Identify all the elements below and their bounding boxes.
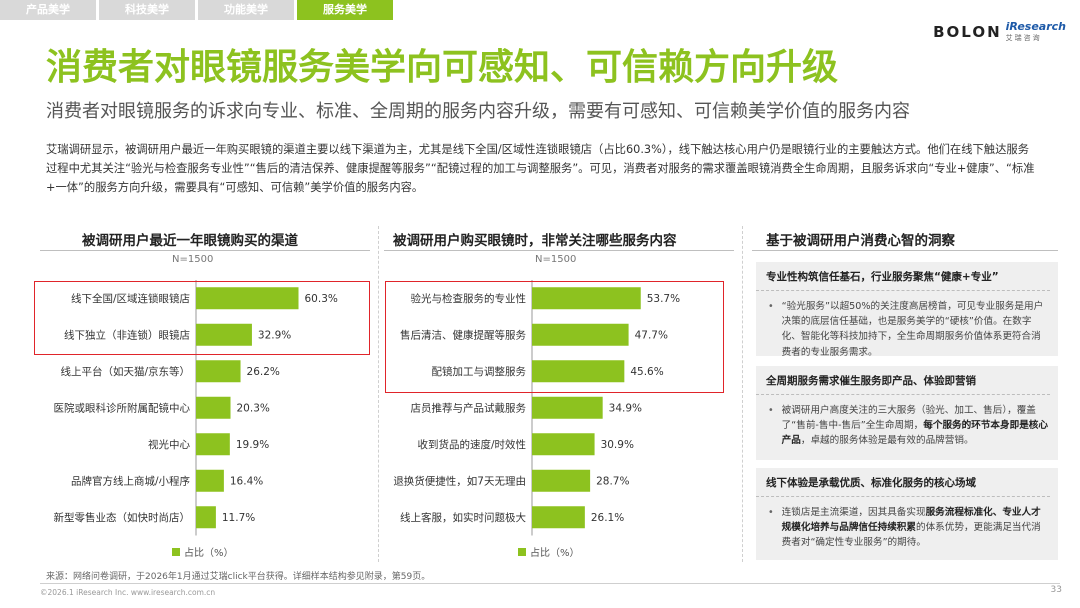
tab-product-aesthetics[interactable]: 产品美学 [0, 0, 96, 20]
chart1-bar [196, 360, 241, 383]
chart2-value-label: 45.6% [630, 366, 663, 378]
chart2-bar [532, 287, 641, 310]
chart2-legend-swatch [518, 547, 526, 556]
chart1-highlight-box [34, 281, 370, 355]
chart1-legend-swatch [172, 547, 180, 556]
chart2-category-label: 退换货便捷性，如7天无理由 [393, 474, 526, 487]
tab-function-aesthetics[interactable]: 功能美学 [198, 0, 294, 20]
insight-card-2: 全周期服务需求催生服务即产品、体验即营销 • 被调研用户高度关注的三大服务（验光… [756, 366, 1058, 460]
chart2-value-label: 47.7% [635, 329, 668, 341]
page-title: 消费者对眼镜服务美学向可感知、可信赖方向升级 [46, 47, 839, 88]
chart2-bar [532, 360, 625, 383]
chart2-highlight-box [385, 281, 724, 393]
chart2-category-label: 店员推荐与产品试戴服务 [411, 401, 527, 414]
chart2-title-rule [384, 250, 734, 251]
insight-card-3-heading: 线下体验是承载优质、标准化服务的核心场域 [756, 468, 1050, 497]
insight-card-3: 线下体验是承载优质、标准化服务的核心场域 • 连锁店是主流渠道，因其具备实现服务… [756, 468, 1058, 560]
insight-card-2-body: • 被调研用户高度关注的三大服务（验光、加工、售后），覆盖了“售前-售中-售后”… [756, 395, 1058, 455]
chart2-sample-note: N=1500 [535, 254, 577, 265]
brand-logo: BOLON iResearch 艾瑞咨询 [933, 20, 1066, 43]
chart1-category-label: 线下独立（非连锁）眼镜店 [64, 328, 190, 341]
tab-service-aesthetics[interactable]: 服务美学 [297, 0, 393, 20]
chart1-category-label: 视光中心 [148, 438, 190, 451]
chart1-legend: 占比（%） [172, 544, 234, 559]
insight-card-1: 专业性构筑信任基石，行业服务聚焦“健康+专业” • “验光服务”以超50%的关注… [756, 262, 1058, 358]
chart2-svg: 验光与检查服务的专业性 53.7% 售后清洁、健康提醒等服务 47.7% 配镜加工与调整… [393, 280, 680, 536]
chart2-category-label: 收到货品的速度/时效性 [417, 438, 526, 451]
chart1-category-label: 医院或眼科诊所附属配镜中心 [54, 401, 191, 414]
chart2-legend-label: 占比（%） [530, 548, 580, 559]
chart2-category-label: 验光与检查服务的专业性 [411, 292, 527, 305]
bolon-logo-text: BOLON [933, 22, 1002, 41]
chart1-sample-note: N=1500 [172, 254, 214, 265]
chart1-value-label: 26.2% [247, 366, 280, 378]
chart1-category-label: 品牌官方线上商城/小程序 [71, 474, 190, 487]
chart2-value-label: 34.9% [609, 402, 642, 414]
chart1-category-label: 线下全国/区域连锁眼镜店 [71, 292, 190, 305]
chart1-svg: 线下全国/区域连锁眼镜店 60.3% 线下独立（非连锁）眼镜店 32.9% 线上平台（如… [54, 280, 338, 536]
insight-card-3-text: 连锁店是主流渠道，因其具备实现服务流程标准化、专业人才规模化培养与品牌信任持续积… [781, 507, 1041, 549]
chart1-category-label: 新型零售业态（如快时尚店） [54, 511, 191, 524]
chart1-value-label: 60.3% [305, 293, 338, 305]
bullet-icon: • [768, 301, 774, 312]
chart2-value-label: 26.1% [591, 512, 624, 524]
insights-title: 基于被调研用户消费心智的洞察 [766, 233, 955, 249]
chart1-value-label: 16.4% [230, 475, 263, 487]
chart2-legend: 占比（%） [518, 544, 580, 559]
divider-1 [378, 226, 379, 562]
section-tabs: 产品美学 科技美学 功能美学 服务美学 [0, 0, 396, 20]
chart1-bar [196, 469, 224, 492]
divider-2 [742, 226, 743, 562]
insight-card-3-body: • 连锁店是主流渠道，因其具备实现服务流程标准化、专业人才规模化培养与品牌信任持… [756, 497, 1058, 557]
chart2-title: 被调研用户购买眼镜时，非常关注哪些服务内容 [393, 233, 677, 249]
chart2-bar [532, 323, 629, 346]
insights-title-rule [752, 250, 1058, 251]
chart2-bar [532, 506, 585, 529]
insight-card-1-body: • “验光服务”以超50%的关注度高居榜首，可见专业服务是用户决策的底层信任基础… [756, 291, 1058, 366]
page-number: 33 [1050, 585, 1062, 595]
chart1-bar [196, 323, 252, 346]
page-subtitle: 消费者对眼镜服务的诉求向专业、标准、全周期的服务内容升级，需要有可感知、可信赖美… [46, 101, 910, 122]
chart2-category-label: 售后清洁、健康提醒等服务 [400, 328, 526, 341]
insight-card-1-heading: 专业性构筑信任基石，行业服务聚焦“健康+专业” [756, 262, 1050, 291]
chart2-category-label: 线上客服，如实时问题极大 [400, 511, 526, 524]
tab-tech-aesthetics[interactable]: 科技美学 [99, 0, 195, 20]
intro-paragraph: 艾瑞调研显示，被调研用户最近一年购买眼镜的渠道主要以线下渠道为主，尤其是线下全国… [46, 143, 1035, 194]
chart1-value-label: 20.3% [237, 402, 270, 414]
insight-card-1-text: “验光服务”以超50%的关注度高居榜首，可见专业服务是用户决策的底层信任基础，也… [781, 301, 1044, 358]
iresearch-logo: iResearch 艾瑞咨询 [1006, 20, 1066, 43]
chart2-bar [532, 433, 595, 456]
source-note: 来源：网络问卷调研，于2026年1月通过艾瑞click平台获得。详细样本结构参见… [46, 572, 431, 582]
chart2-category-label: 配镜加工与调整服务 [432, 365, 527, 378]
chart1-bar [196, 287, 299, 310]
chart1-value-label: 32.9% [258, 329, 291, 341]
chart2-bar [532, 396, 603, 419]
chart2-bar [532, 469, 591, 492]
insight-card-2-heading: 全周期服务需求催生服务即产品、体验即营销 [756, 366, 1050, 395]
chart2-value-label: 28.7% [596, 475, 629, 487]
chart1-legend-label: 占比（%） [184, 548, 234, 559]
copyright: ©2026.1 iResearch Inc. www.iresearch.com… [40, 588, 216, 597]
chart2-value-label: 53.7% [647, 293, 680, 305]
chart1-title-rule [40, 250, 370, 251]
chart1-value-label: 19.9% [236, 439, 269, 451]
chart1-title: 被调研用户最近一年眼镜购买的渠道 [82, 233, 298, 249]
bullet-icon: • [768, 507, 774, 518]
chart2-value-label: 30.9% [601, 439, 634, 451]
chart1-value-label: 11.7% [222, 512, 255, 524]
chart1-bar [196, 433, 230, 456]
chart1-category-label: 线上平台（如天猫/京东等） [60, 365, 190, 378]
insight-card-2-text: 被调研用户高度关注的三大服务（验光、加工、售后），覆盖了“售前-售中-售后”全生… [781, 405, 1048, 447]
chart1-bar [196, 396, 231, 419]
footer-rule [40, 583, 1060, 584]
iresearch-logo-cn: 艾瑞咨询 [1005, 34, 1042, 42]
iresearch-logo-text: iResearch [1005, 20, 1066, 33]
bullet-icon: • [768, 405, 774, 416]
chart1-bar [196, 506, 216, 529]
